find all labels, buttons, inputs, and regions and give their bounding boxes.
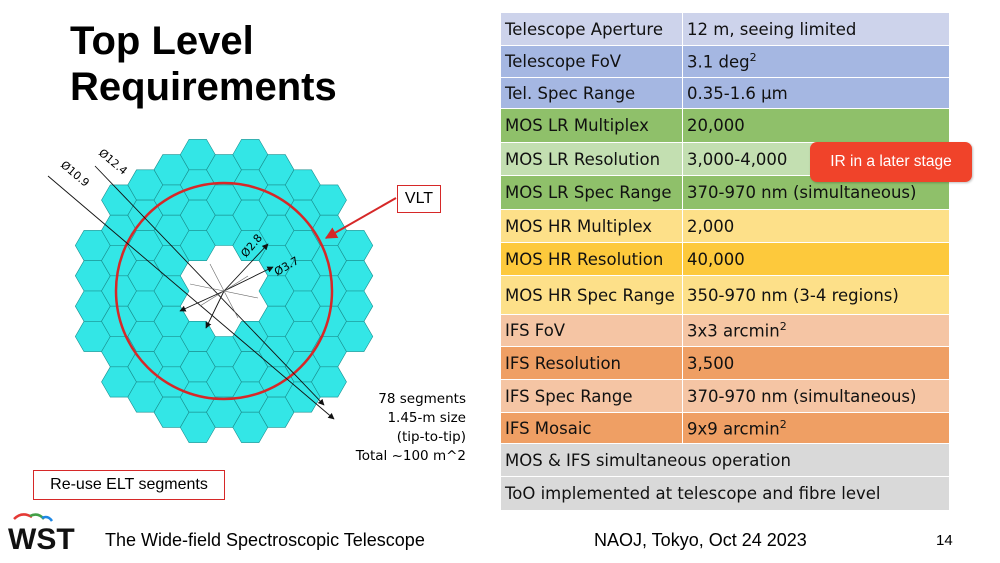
requirement-row: MOS HR Resolution 40,000 <box>500 242 950 276</box>
requirement-value: 3.1 deg2 <box>682 45 950 78</box>
requirement-value-superscript: 2 <box>779 417 787 431</box>
requirement-label: MOS HR Multiplex <box>500 209 683 243</box>
requirement-label: IFS Mosaic <box>500 412 683 444</box>
dim-inner-label: Ø10.9 <box>58 158 92 189</box>
requirement-value-text: 370-970 nm (simultaneous) <box>687 386 917 406</box>
requirement-row: Telescope FoV 3.1 deg2 <box>500 45 950 78</box>
mirror-segment <box>337 321 374 352</box>
segment-note-line: 78 segments <box>378 391 466 407</box>
requirement-value-text: 2,000 <box>687 216 735 236</box>
title-line-1: Top Level <box>70 19 254 63</box>
requirement-label: MOS LR Spec Range <box>500 175 683 210</box>
segment-note-line: Total ~100 m^2 <box>355 448 466 464</box>
requirements-table-body: Telescope Aperture 12 m, seeing limited Te… <box>500 12 950 511</box>
requirement-label: IFS Resolution <box>500 346 683 380</box>
thin-leader-lines <box>189 263 259 319</box>
requirement-label: Tel. Spec Range <box>500 77 683 109</box>
page-number: 14 <box>936 532 953 549</box>
requirement-value-text: 20,000 <box>687 116 745 135</box>
requirement-value-text: 3,000-4,000 <box>687 149 788 169</box>
requirement-row: IFS FoV 3x3 arcmin2 <box>500 314 950 347</box>
segment-note-line: (tip-to-tip) <box>396 429 466 445</box>
requirement-value-superscript: 2 <box>749 51 757 65</box>
slide-title: Top Level Requirements <box>70 18 337 110</box>
vlt-label: VLT <box>404 190 434 207</box>
requirement-value: 40,000 <box>682 242 950 276</box>
requirement-value: 3x3 arcmin2 <box>682 314 950 347</box>
mirror-segment <box>311 366 347 398</box>
requirement-value: 2,000 <box>682 209 950 243</box>
title-line-2: Requirements <box>70 65 337 109</box>
requirement-full-text: MOS & IFS simultaneous operation <box>500 443 950 477</box>
ir-note-badge: IR in a later stage <box>810 142 972 182</box>
requirement-value-text: 3x3 arcmin <box>687 321 780 341</box>
requirement-row: IFS Spec Range 370-970 nm (simultaneous) <box>500 379 950 413</box>
vlt-label-box: VLT <box>397 185 441 213</box>
requirement-value-text: 3,500 <box>687 353 735 373</box>
requirement-row: Tel. Spec Range 0.35-1.6 µm <box>500 77 950 109</box>
footer-venue-date: NAOJ, Tokyo, Oct 24 2023 <box>594 530 807 550</box>
requirement-row: Telescope Aperture 12 m, seeing limited <box>500 12 950 46</box>
requirements-table: Telescope Aperture 12 m, seeing limited Te… <box>500 12 950 511</box>
requirement-full-row: ToO implemented at telescope and fibre l… <box>500 476 950 511</box>
requirement-value: 9x9 arcmin2 <box>682 412 950 444</box>
requirement-label: IFS Spec Range <box>500 379 683 413</box>
requirement-value: 350-970 nm (3-4 regions) <box>682 275 950 315</box>
wst-logo: WST <box>8 513 75 553</box>
requirement-value: 20,000 <box>682 108 950 143</box>
reuse-elt-label: Re-use ELT segments <box>50 476 208 493</box>
requirement-value-text: 12 m, seeing limited <box>687 19 857 39</box>
requirement-label: Telescope Aperture <box>500 12 683 46</box>
requirement-value: 3,500 <box>682 346 950 380</box>
requirement-value: 0.35-1.6 µm <box>682 77 950 109</box>
vlt-pointer-arrow <box>324 197 397 239</box>
requirement-full-row: MOS & IFS simultaneous operation <box>500 443 950 477</box>
segment-note: 78 segments 1.45-m size (tip-to-tip) Tot… <box>300 390 466 466</box>
segment-note-line: 1.45-m size <box>387 410 466 426</box>
mirror-segment-diagram: Ø12.4 Ø10.9 Ø2.8 Ø3.7 <box>47 139 397 443</box>
requirement-label: MOS LR Multiplex <box>500 108 683 143</box>
requirement-value-text: 350-970 nm (3-4 regions) <box>687 285 899 305</box>
logo-text: WST <box>8 523 75 553</box>
requirement-row: MOS HR Multiplex 2,000 <box>500 209 950 243</box>
requirement-label: Telescope FoV <box>500 45 683 78</box>
requirement-value: 370-970 nm (simultaneous) <box>682 379 950 413</box>
ir-note-text: IR in a later stage <box>830 153 952 170</box>
requirement-value-superscript: 2 <box>779 320 787 334</box>
requirement-value-text: 9x9 arcmin <box>687 419 780 439</box>
reuse-elt-box: Re-use ELT segments <box>33 470 225 500</box>
requirement-full-text: ToO implemented at telescope and fibre l… <box>500 476 950 511</box>
requirement-row: MOS LR Multiplex 20,000 <box>500 108 950 143</box>
hexagon-segments <box>74 139 374 443</box>
requirement-value-text: 3.1 deg <box>687 52 750 72</box>
requirement-value-text: 0.35-1.6 µm <box>687 83 788 103</box>
requirement-label: IFS FoV <box>500 314 683 347</box>
requirement-label: MOS HR Spec Range <box>500 275 683 315</box>
requirement-value-text: 370-970 nm (simultaneous) <box>687 183 917 202</box>
requirement-value-text: 40,000 <box>687 249 745 269</box>
requirement-row: IFS Mosaic 9x9 arcmin2 <box>500 412 950 444</box>
requirement-label: MOS HR Resolution <box>500 242 683 276</box>
requirement-label: MOS LR Resolution <box>500 142 683 176</box>
dimension-lines <box>47 165 335 420</box>
requirement-value: 12 m, seeing limited <box>682 12 950 46</box>
requirement-row: IFS Resolution 3,500 <box>500 346 950 380</box>
requirement-row: MOS HR Spec Range 350-970 nm (3-4 regions… <box>500 275 950 315</box>
footer-org-name: The Wide-field Spectroscopic Telescope <box>105 530 425 550</box>
vlt-circle <box>114 181 334 401</box>
